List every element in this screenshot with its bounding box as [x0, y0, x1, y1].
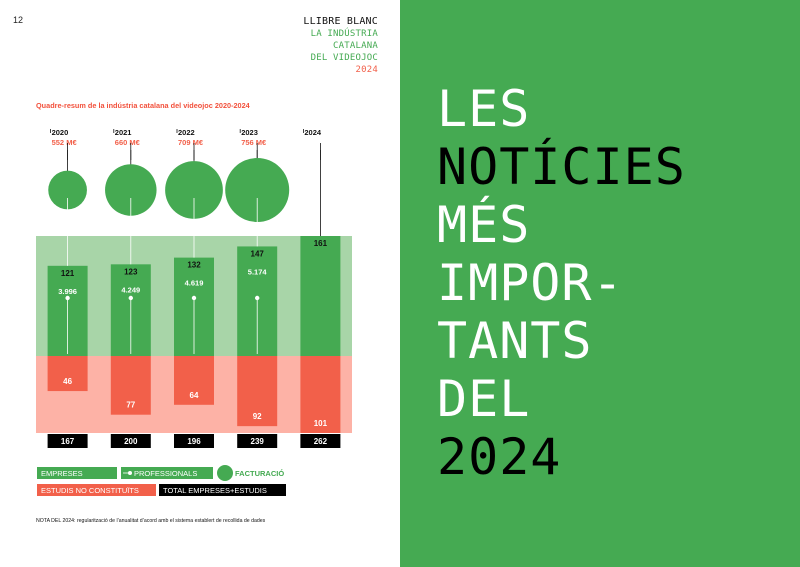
- professionals-value: 3.996: [58, 287, 77, 296]
- headline-line: MÉS: [437, 196, 686, 254]
- revenue-label: 756 M€: [241, 138, 267, 147]
- companies-value: 147: [251, 249, 265, 258]
- year-label: 2023: [241, 128, 258, 137]
- headline-line: DEL: [437, 370, 686, 428]
- year-label: 2024: [304, 128, 322, 137]
- right-page: LES NOTÍCIES MÉS IMPOR- TANTS DEL 2024: [400, 0, 800, 567]
- headline: LES NOTÍCIES MÉS IMPOR- TANTS DEL 2024: [437, 80, 686, 486]
- legend-total-label: TOTAL EMPRESES+ESTUDIS: [163, 486, 267, 495]
- professionals-value: 4.619: [185, 279, 204, 288]
- headline-line: LES: [437, 80, 686, 138]
- companies-bar: [300, 236, 340, 356]
- legend-studios-label: ESTUDIS NO CONSTITUÏTS: [41, 486, 139, 495]
- total-value: 239: [251, 437, 265, 446]
- studios-value: 64: [190, 391, 199, 400]
- total-value: 262: [314, 437, 328, 446]
- legend-revenue-label: FACTURACIÓ: [235, 469, 284, 478]
- legend-professionals-dot: [128, 471, 132, 475]
- revenue-label: 660 M€: [115, 138, 141, 147]
- professionals-value: 4.249: [121, 285, 140, 294]
- left-page: 12 LLIBRE BLANC LA INDÚSTRIA CATALANA DE…: [0, 0, 400, 567]
- revenue-label: 709 M€: [178, 138, 204, 147]
- year-label: 2020: [52, 128, 69, 137]
- studios-value: 46: [63, 377, 72, 386]
- legend-companies-label: EMPRESES: [41, 469, 83, 478]
- studios-value: 77: [126, 401, 135, 410]
- footnote: NOTA DEL 2024: regularització de l’anual…: [36, 518, 265, 524]
- companies-value: 132: [187, 261, 201, 270]
- legend-revenue-circle: [217, 465, 233, 481]
- revenue-label: 552 M€: [52, 138, 78, 147]
- legend-professionals-label: PROFESSIONALS: [134, 469, 197, 478]
- year-label: 2022: [178, 128, 195, 137]
- headline-line: TANTS: [437, 312, 686, 370]
- total-value: 196: [187, 437, 201, 446]
- headline-line: NOTÍCIES: [437, 138, 686, 196]
- total-value: 200: [124, 437, 138, 446]
- companies-value: 123: [124, 267, 138, 276]
- studios-value: 92: [253, 412, 262, 421]
- headline-line: 2024: [437, 428, 686, 486]
- year-label: 2021: [115, 128, 132, 137]
- total-value: 167: [61, 437, 75, 446]
- headline-line: IMPOR-: [437, 254, 686, 312]
- companies-value: 161: [314, 239, 328, 248]
- professionals-value: 5.174: [248, 267, 268, 276]
- studios-value: 101: [314, 419, 328, 428]
- companies-value: 121: [61, 269, 75, 278]
